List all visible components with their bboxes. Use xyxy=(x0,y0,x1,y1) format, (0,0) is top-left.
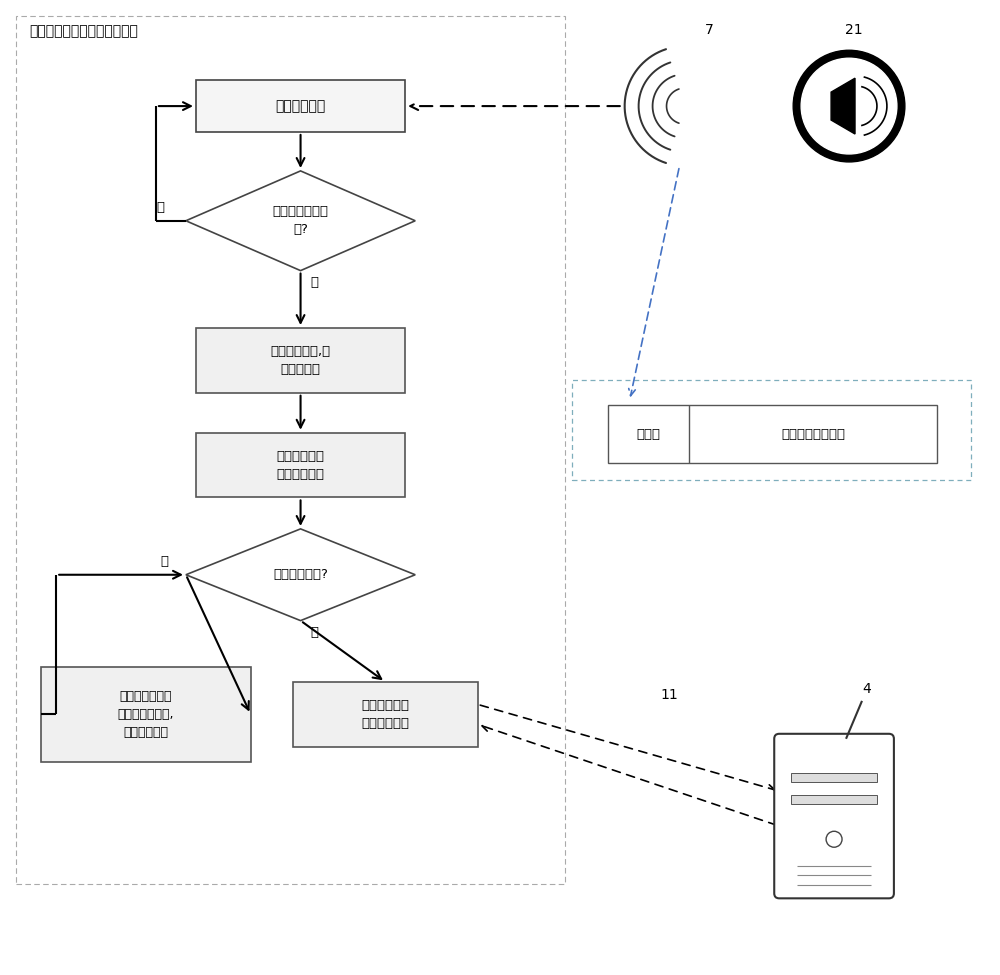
Text: 信号头: 信号头 xyxy=(637,428,661,441)
FancyBboxPatch shape xyxy=(293,682,478,747)
FancyBboxPatch shape xyxy=(791,773,877,782)
Text: 否: 否 xyxy=(160,555,168,567)
Polygon shape xyxy=(186,171,415,271)
Text: 解调音频样本,得
到标识信息: 解调音频样本,得 到标识信息 xyxy=(270,345,331,376)
FancyBboxPatch shape xyxy=(196,328,405,393)
FancyBboxPatch shape xyxy=(791,795,877,803)
FancyBboxPatch shape xyxy=(196,80,405,132)
Text: 发送到反馈信
息采集服务器: 发送到反馈信 息采集服务器 xyxy=(361,699,409,730)
Text: 是: 是 xyxy=(311,276,319,289)
FancyBboxPatch shape xyxy=(41,667,251,761)
Text: 否: 否 xyxy=(156,201,164,214)
Text: 将标识信息与用
户信息暂时存储,
延时检测网络: 将标识信息与用 户信息暂时存储, 延时检测网络 xyxy=(118,690,174,739)
Circle shape xyxy=(826,832,842,847)
FancyBboxPatch shape xyxy=(608,406,937,463)
Circle shape xyxy=(793,51,905,162)
FancyBboxPatch shape xyxy=(196,433,405,497)
Text: 11: 11 xyxy=(661,688,678,702)
Text: 21: 21 xyxy=(845,23,863,37)
Text: 网络是否连接?: 网络是否连接? xyxy=(273,568,328,581)
Polygon shape xyxy=(831,78,855,134)
Text: 7: 7 xyxy=(705,23,714,37)
Polygon shape xyxy=(186,528,415,621)
Text: 是: 是 xyxy=(311,626,319,639)
Text: 检测音频信号: 检测音频信号 xyxy=(275,99,326,113)
Circle shape xyxy=(801,58,897,154)
Text: 将标识信息与
用户标识加密: 将标识信息与 用户标识加密 xyxy=(277,449,325,481)
Text: 发现音频特征信
息?: 发现音频特征信 息? xyxy=(273,206,329,236)
Text: 特征信息有效载荷: 特征信息有效载荷 xyxy=(781,428,845,441)
FancyBboxPatch shape xyxy=(774,734,894,898)
Text: 4: 4 xyxy=(863,682,871,696)
Text: 音频特征信息采集程序流程图: 音频特征信息采集程序流程图 xyxy=(29,24,138,38)
